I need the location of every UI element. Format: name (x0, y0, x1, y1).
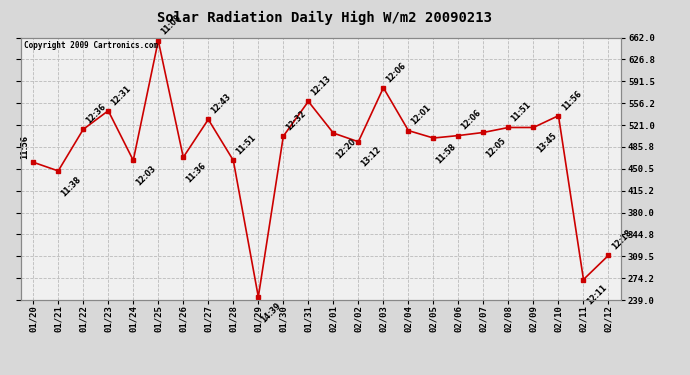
Text: 12:01: 12:01 (410, 104, 433, 127)
Text: 11:51: 11:51 (510, 100, 533, 124)
Text: 13:12: 13:12 (359, 146, 383, 169)
Text: 12:20: 12:20 (335, 137, 358, 160)
Text: 12:18: 12:18 (610, 228, 633, 252)
Text: 12:31: 12:31 (110, 84, 133, 107)
Text: 11:58: 11:58 (435, 142, 458, 165)
Text: 12:06: 12:06 (460, 108, 483, 132)
Text: 11:56: 11:56 (21, 135, 30, 159)
Text: 11:56: 11:56 (560, 88, 583, 112)
Text: 11:08: 11:08 (159, 13, 183, 37)
Text: 12:36: 12:36 (84, 102, 108, 126)
Text: 13:45: 13:45 (535, 131, 558, 154)
Text: 12:32: 12:32 (284, 109, 308, 132)
Text: 12:06: 12:06 (384, 61, 408, 84)
Text: 12:13: 12:13 (310, 74, 333, 98)
Text: 11:36: 11:36 (184, 161, 208, 184)
Text: Copyright 2009 Cartronics.com: Copyright 2009 Cartronics.com (23, 42, 158, 51)
Text: 11:38: 11:38 (59, 175, 83, 198)
Text: 12:03: 12:03 (135, 164, 158, 188)
Text: 12:11: 12:11 (584, 283, 608, 307)
Text: 11:51: 11:51 (235, 134, 258, 157)
Text: 12:43: 12:43 (210, 92, 233, 116)
Text: Solar Radiation Daily High W/m2 20090213: Solar Radiation Daily High W/m2 20090213 (157, 11, 492, 26)
Text: 14:39: 14:39 (259, 301, 283, 324)
Text: 12:05: 12:05 (484, 136, 508, 159)
